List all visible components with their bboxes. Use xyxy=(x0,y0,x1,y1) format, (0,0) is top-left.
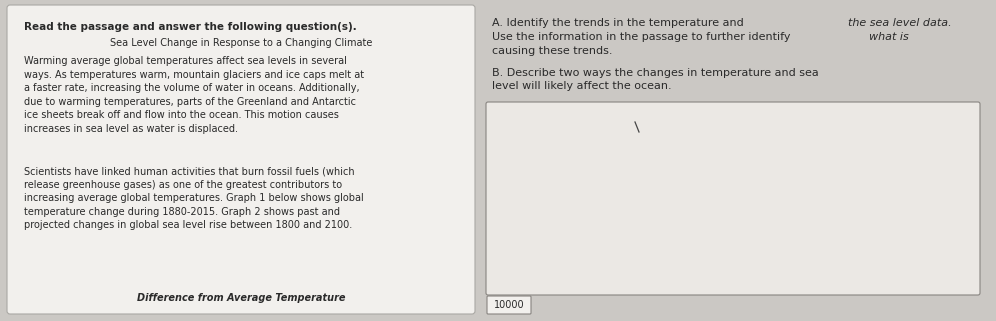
Text: Scientists have linked human activities that burn fossil fuels (which
release gr: Scientists have linked human activities … xyxy=(24,166,364,230)
FancyBboxPatch shape xyxy=(486,102,980,295)
Text: Difference from Average Temperature: Difference from Average Temperature xyxy=(136,293,346,303)
Text: Warming average global temperatures affect sea levels in several
ways. As temper: Warming average global temperatures affe… xyxy=(24,56,365,134)
FancyBboxPatch shape xyxy=(7,5,475,314)
Text: B. Describe two ways the changes in temperature and sea
level will likely affect: B. Describe two ways the changes in temp… xyxy=(492,68,819,91)
FancyBboxPatch shape xyxy=(487,296,531,314)
Text: causing these trends.: causing these trends. xyxy=(492,46,613,56)
Text: what is: what is xyxy=(869,32,908,42)
Text: the sea level data.: the sea level data. xyxy=(848,18,951,28)
Text: Use the information in the passage to further identify: Use the information in the passage to fu… xyxy=(492,32,794,42)
Text: Read the passage and answer the following question(s).: Read the passage and answer the followin… xyxy=(24,22,357,32)
Text: A. Identify the trends in the temperature and: A. Identify the trends in the temperatur… xyxy=(492,18,747,28)
Text: Sea Level Change in Response to a Changing Climate: Sea Level Change in Response to a Changi… xyxy=(110,38,373,48)
Text: 10000: 10000 xyxy=(494,300,524,310)
